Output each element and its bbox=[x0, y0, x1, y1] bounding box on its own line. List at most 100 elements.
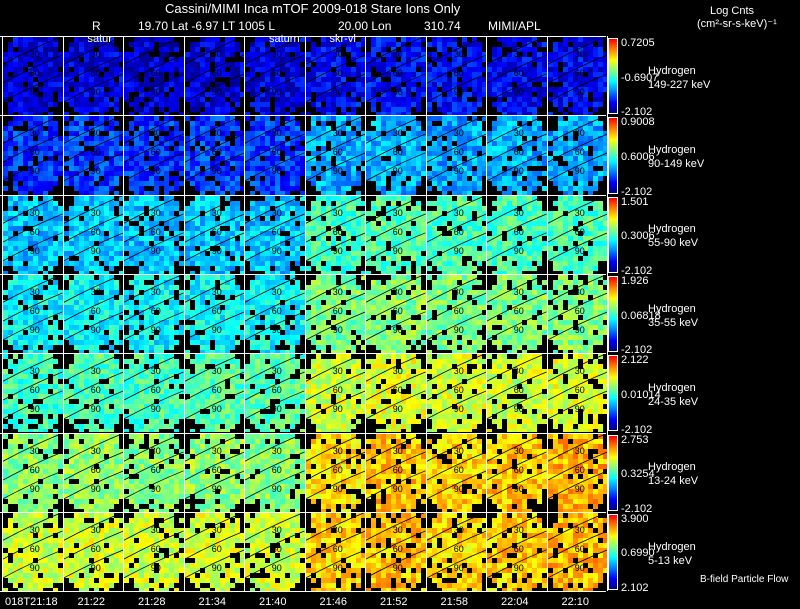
heatmap-pixel bbox=[386, 255, 391, 261]
heatmap-pixel bbox=[532, 116, 537, 122]
heatmap-pixel bbox=[154, 181, 159, 187]
contour-line bbox=[124, 116, 183, 144]
heatmap-pixel bbox=[532, 131, 537, 137]
heatmap-pixel bbox=[204, 205, 210, 211]
heatmap-pixel bbox=[280, 210, 285, 216]
heatmap-pixel bbox=[98, 52, 104, 57]
heatmap-pixel bbox=[517, 126, 522, 132]
heatmap-pixel bbox=[265, 52, 270, 57]
heatmap-pixel bbox=[88, 47, 94, 52]
heatmap-pixel bbox=[461, 176, 467, 182]
heatmap-pixel bbox=[562, 62, 568, 67]
heatmap-pixel bbox=[371, 230, 376, 236]
heatmap-pixel bbox=[275, 265, 280, 271]
heatmap-pixel bbox=[471, 141, 477, 147]
heatmap-pixel bbox=[18, 186, 23, 192]
heatmap-pixel bbox=[229, 37, 235, 42]
heatmap-pixel bbox=[275, 270, 280, 274]
heatmap-pixel bbox=[391, 42, 396, 47]
heatmap-pixel bbox=[552, 215, 558, 221]
heatmap-pixel bbox=[345, 141, 351, 147]
heatmap-pixel bbox=[366, 82, 371, 87]
heatmap-pixel bbox=[169, 260, 174, 266]
heatmap-pixel bbox=[587, 255, 593, 261]
heatmap-pixel bbox=[295, 131, 300, 137]
heatmap-pixel bbox=[320, 131, 326, 137]
heatmap-pixel bbox=[48, 265, 53, 271]
heatmap-pixel bbox=[28, 126, 33, 132]
heatmap-pixel bbox=[315, 161, 321, 167]
heatmap-pixel bbox=[371, 42, 376, 47]
contour-line bbox=[366, 54, 426, 84]
heatmap-pixel bbox=[78, 87, 84, 92]
heatmap-pixel bbox=[517, 215, 522, 221]
heatmap-pixel bbox=[577, 77, 583, 82]
heatmap-pixel bbox=[204, 136, 210, 142]
heatmap-pixel bbox=[53, 309, 58, 315]
heatmap-pixel bbox=[18, 200, 23, 206]
heatmap-pixel bbox=[476, 131, 482, 137]
heatmap-pixel bbox=[305, 176, 311, 182]
heatmap-pixel bbox=[497, 62, 502, 67]
heatmap-pixel bbox=[497, 77, 502, 82]
heatmap-pixel bbox=[73, 265, 79, 271]
heatmap-pixel bbox=[587, 191, 593, 195]
heatmap-pixel bbox=[285, 235, 290, 241]
heatmap-pixel bbox=[8, 245, 13, 251]
heatmap-pixel bbox=[325, 107, 331, 112]
heatmap-pixel bbox=[466, 72, 472, 77]
heatmap-pixel bbox=[431, 200, 437, 206]
heatmap-pixel bbox=[23, 195, 28, 201]
heatmap-pixel bbox=[476, 156, 482, 162]
heatmap-pixel bbox=[376, 97, 381, 102]
heatmap-pixel bbox=[78, 186, 84, 192]
heatmap-pixel bbox=[527, 210, 532, 216]
contour-label: 30 bbox=[574, 208, 584, 218]
heatmap-pixel bbox=[234, 156, 240, 162]
heatmap-pixel bbox=[582, 42, 588, 47]
heatmap-pixel bbox=[512, 156, 517, 162]
contour-label: 30 bbox=[332, 129, 342, 139]
heatmap-pixel bbox=[18, 289, 23, 295]
heatmap-pixel bbox=[557, 220, 563, 226]
heatmap-pixel bbox=[260, 92, 265, 97]
heatmap-pixel bbox=[229, 77, 235, 82]
heatmap-pixel bbox=[270, 87, 275, 92]
colorbar-cmin-label: -2.102 bbox=[621, 185, 653, 198]
heatmap-pixel bbox=[48, 141, 53, 147]
heatmap-pixel bbox=[23, 220, 28, 226]
heatmap-pixel bbox=[209, 112, 215, 116]
heatmap-pixel bbox=[8, 215, 13, 221]
heatmap-pixel bbox=[492, 166, 497, 172]
heatmap-pixel bbox=[280, 92, 285, 97]
heatmap-pixel bbox=[587, 215, 593, 221]
heatmap-pixel bbox=[355, 102, 361, 107]
heatmap-pixel bbox=[552, 92, 558, 97]
heatmap-pixel bbox=[340, 42, 346, 47]
heatmap-pixel bbox=[265, 230, 270, 236]
heatmap-pixel bbox=[3, 215, 8, 221]
heatmap-pixel bbox=[189, 210, 195, 216]
heatmap-pixel bbox=[189, 151, 195, 157]
heatmap-pixel bbox=[139, 151, 144, 157]
heatmap-pixel bbox=[300, 195, 305, 201]
heatmap-pixel bbox=[88, 52, 94, 57]
heatmap-pixel bbox=[507, 220, 512, 226]
heatmap-pixel bbox=[527, 200, 532, 206]
heatmap-pixel bbox=[441, 52, 447, 57]
heatmap-pixel bbox=[461, 97, 467, 102]
heatmap-pixel bbox=[98, 195, 104, 201]
heatmap-pixel bbox=[189, 250, 195, 256]
contour-label: 60 bbox=[574, 68, 584, 78]
heatmap-pixel bbox=[487, 131, 492, 137]
heatmap-pixel bbox=[58, 250, 63, 256]
heatmap-pixel bbox=[285, 67, 290, 72]
heatmap-pixel bbox=[63, 116, 69, 122]
heatmap-pixel bbox=[456, 270, 462, 274]
heatmap-pixel bbox=[350, 116, 356, 122]
heatmap-pixel bbox=[73, 37, 79, 42]
heatmap-pixel bbox=[174, 97, 179, 102]
heatmap-pixel bbox=[154, 87, 159, 92]
heatmap-pixel bbox=[179, 82, 184, 87]
heatmap-pixel bbox=[234, 77, 240, 82]
